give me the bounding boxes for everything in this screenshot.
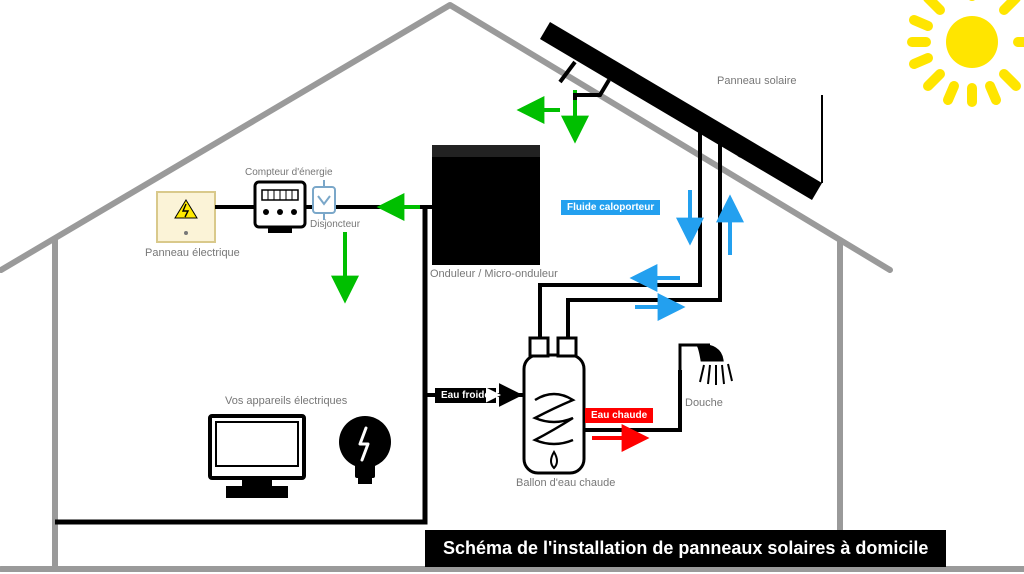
solar-install-diagram: Panneau solaire Compteur d'énergie Disjo…	[0, 0, 1024, 574]
diagram-title: Schéma de l'installation de panneaux sol…	[425, 530, 946, 567]
badge-arrow-overlay	[0, 0, 1024, 574]
